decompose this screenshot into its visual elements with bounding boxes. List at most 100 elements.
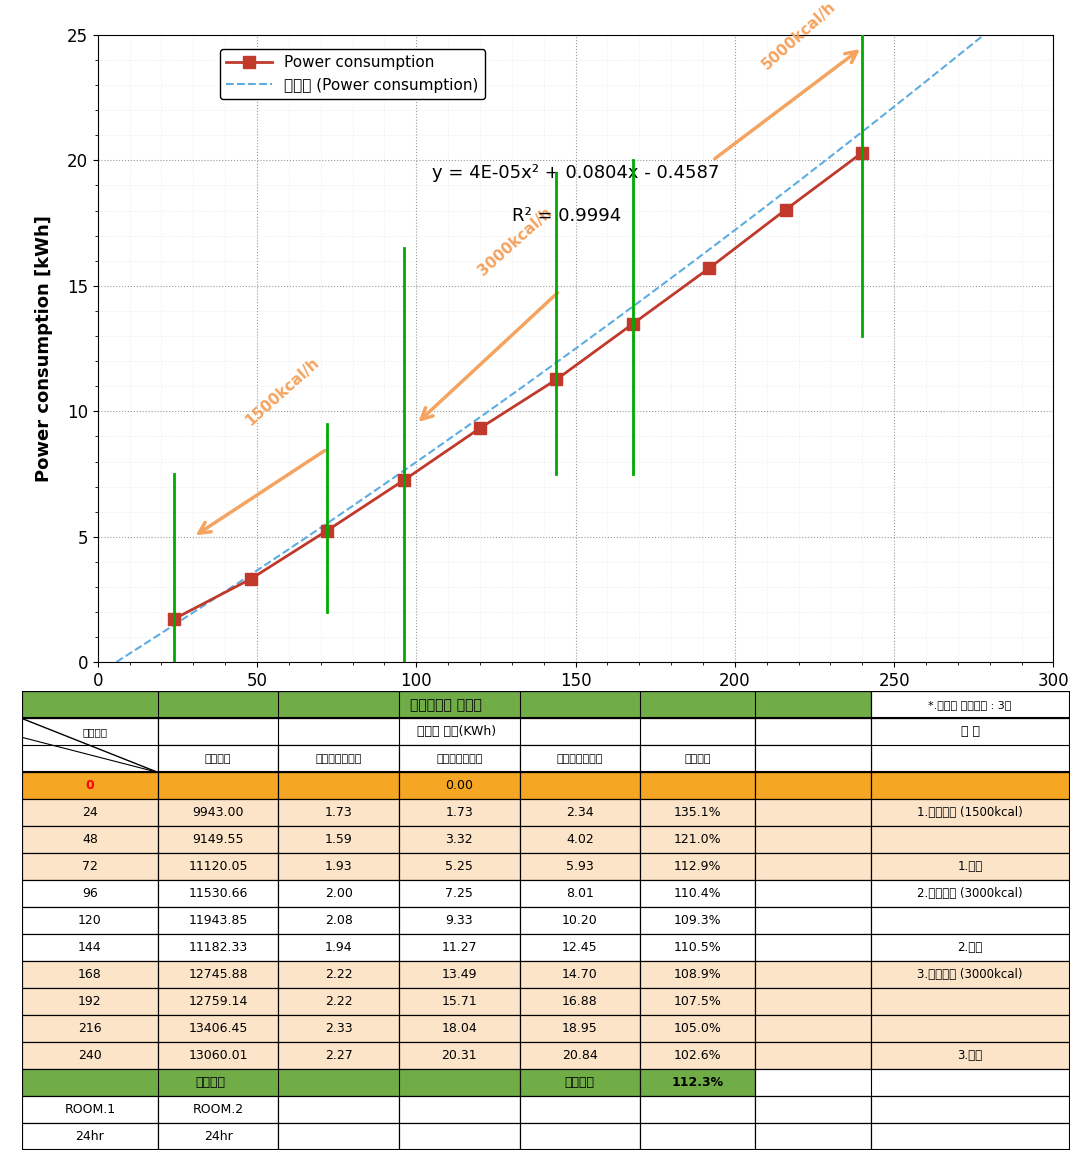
Y-axis label: Power consumption [kWh]: Power consumption [kWh] xyxy=(35,215,53,482)
Text: 1.59: 1.59 xyxy=(325,833,353,846)
Bar xyxy=(278,934,399,961)
Bar xyxy=(399,799,519,826)
Bar xyxy=(157,745,278,773)
Bar xyxy=(871,799,1070,826)
Text: 4.02: 4.02 xyxy=(566,833,594,846)
Text: 1.부하투입 (1500kcal): 1.부하투입 (1500kcal) xyxy=(918,806,1023,819)
Bar xyxy=(519,1042,640,1069)
Text: R² = 0.9994: R² = 0.9994 xyxy=(512,207,621,224)
Bar xyxy=(756,1069,1070,1097)
Bar xyxy=(640,1097,756,1124)
Bar xyxy=(519,799,640,826)
Bar xyxy=(871,773,1070,799)
Bar xyxy=(640,799,756,826)
Bar xyxy=(871,1016,1070,1042)
Text: 112.9%: 112.9% xyxy=(674,860,721,874)
Bar xyxy=(278,853,399,881)
Bar xyxy=(278,989,399,1016)
Text: 48: 48 xyxy=(81,833,98,846)
Bar xyxy=(756,799,871,826)
Text: 2.27: 2.27 xyxy=(325,1049,353,1062)
Power consumption xyxy=(627,317,640,331)
다항식 (Power consumption) xyxy=(730,222,743,236)
다항식 (Power consumption) xyxy=(261,557,274,571)
Text: 24hr: 24hr xyxy=(75,1131,104,1143)
Text: 예측간차: 예측간차 xyxy=(684,754,711,763)
Bar xyxy=(756,881,871,908)
Text: 1.73: 1.73 xyxy=(445,806,473,819)
Bar xyxy=(871,989,1070,1016)
Bar xyxy=(399,934,519,961)
Bar xyxy=(871,1097,1070,1124)
Text: 107.5%: 107.5% xyxy=(673,996,721,1009)
Text: 가동일시: 가동일시 xyxy=(83,727,108,737)
Text: 2.부하투입 (3000kcal): 2.부하투입 (3000kcal) xyxy=(918,888,1023,901)
Bar xyxy=(871,1042,1070,1069)
Text: 2.종료: 2.종료 xyxy=(958,941,983,954)
Text: 11.27: 11.27 xyxy=(441,941,477,954)
Text: 9.33: 9.33 xyxy=(445,914,473,927)
Bar xyxy=(399,908,519,934)
Text: 1.73: 1.73 xyxy=(325,806,353,819)
Bar xyxy=(519,989,640,1016)
Text: 24: 24 xyxy=(81,806,98,819)
Text: 12745.88: 12745.88 xyxy=(188,968,248,982)
Text: 소비전력량 기록표: 소비전력량 기록표 xyxy=(411,698,482,712)
Bar xyxy=(519,961,640,989)
Text: 109.3%: 109.3% xyxy=(673,914,721,927)
Bar xyxy=(157,989,278,1016)
Bar xyxy=(871,691,1070,718)
다항식 (Power consumption) xyxy=(337,505,350,519)
Bar xyxy=(278,1124,399,1150)
Text: 12759.14: 12759.14 xyxy=(189,996,248,1009)
Text: 11530.66: 11530.66 xyxy=(189,888,248,901)
Text: 13.49: 13.49 xyxy=(442,968,477,982)
Bar xyxy=(278,826,399,853)
Bar xyxy=(519,745,640,773)
Text: 105.0%: 105.0% xyxy=(673,1023,721,1035)
Power consumption xyxy=(550,373,563,387)
Text: 15.71: 15.71 xyxy=(441,996,477,1009)
다항식 (Power consumption) xyxy=(811,160,824,174)
Bar xyxy=(519,773,640,799)
Bar xyxy=(22,773,157,799)
Text: 2.33: 2.33 xyxy=(325,1023,353,1035)
Bar xyxy=(871,718,1070,773)
Bar xyxy=(278,961,399,989)
Bar xyxy=(756,853,871,881)
Bar xyxy=(871,961,1070,989)
Text: 13060.01: 13060.01 xyxy=(189,1049,248,1062)
Bar xyxy=(871,934,1070,961)
Text: 3.부하투입 (3000kcal): 3.부하투입 (3000kcal) xyxy=(918,968,1023,982)
Bar xyxy=(399,989,519,1016)
Text: ROOM.1: ROOM.1 xyxy=(64,1104,115,1117)
Text: 216: 216 xyxy=(78,1023,102,1035)
Bar xyxy=(157,826,278,853)
Bar xyxy=(157,881,278,908)
Bar xyxy=(871,908,1070,934)
Text: 11120.05: 11120.05 xyxy=(189,860,248,874)
Bar xyxy=(640,1016,756,1042)
Text: 10.20: 10.20 xyxy=(561,914,597,927)
다항식 (Power consumption) xyxy=(523,374,536,388)
Bar xyxy=(756,826,871,853)
Bar xyxy=(22,934,157,961)
Bar xyxy=(756,1042,871,1069)
X-axis label: Operating  time [hour]: Operating time [hour] xyxy=(451,704,700,723)
Text: 5.93: 5.93 xyxy=(566,860,594,874)
Bar xyxy=(22,1124,157,1150)
Line: 다항식 (Power consumption): 다항식 (Power consumption) xyxy=(98,0,1053,674)
Text: 1.94: 1.94 xyxy=(325,941,353,954)
Text: 5000kcal/h: 5000kcal/h xyxy=(759,0,838,72)
Bar xyxy=(640,1042,756,1069)
Text: 144: 144 xyxy=(78,941,102,954)
Text: 0.00: 0.00 xyxy=(445,780,473,792)
Bar xyxy=(399,826,519,853)
Text: 12.45: 12.45 xyxy=(561,941,597,954)
Bar xyxy=(756,718,871,745)
Bar xyxy=(871,1124,1070,1150)
Text: 121.0%: 121.0% xyxy=(673,833,721,846)
Text: 110.5%: 110.5% xyxy=(673,941,721,954)
Bar xyxy=(278,773,399,799)
Bar xyxy=(640,1124,756,1150)
